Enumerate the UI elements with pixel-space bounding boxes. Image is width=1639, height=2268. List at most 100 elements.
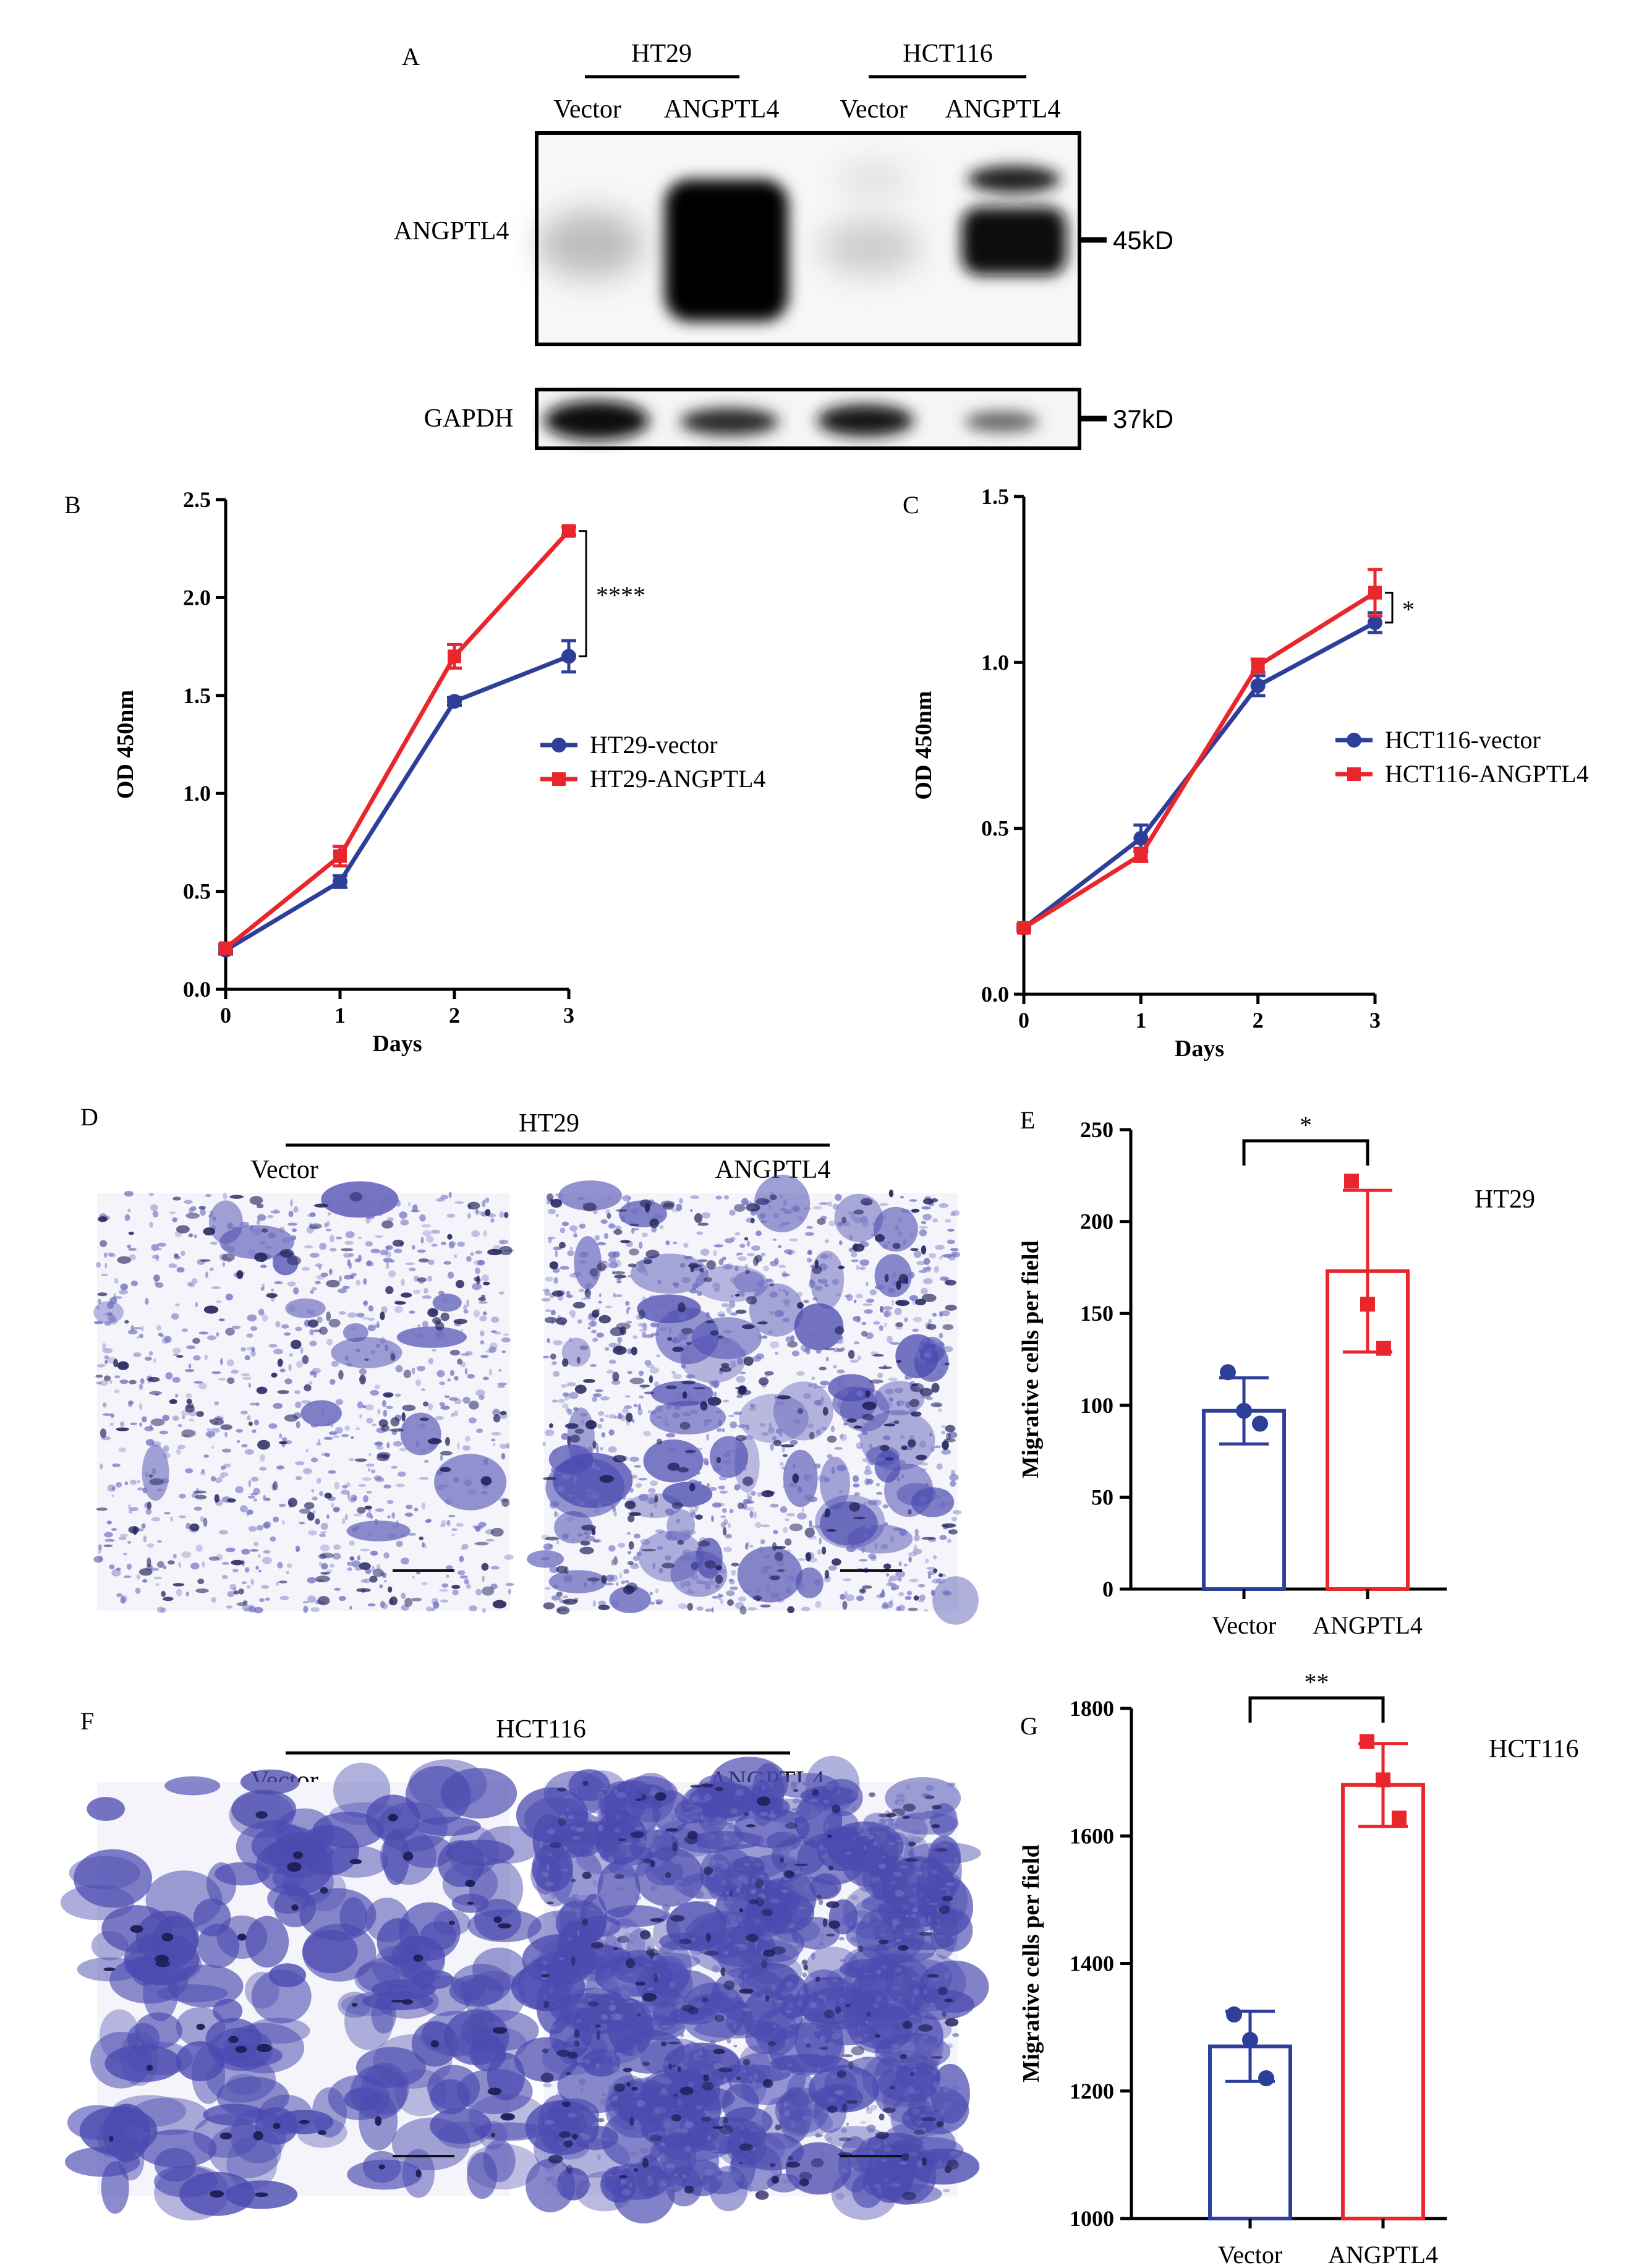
x-axis-label: Days xyxy=(1175,1036,1224,1062)
y-tick-label: 200 xyxy=(1080,1209,1113,1234)
legend-swatch-marker xyxy=(1347,767,1361,781)
data-point xyxy=(1236,1402,1252,1419)
data-point xyxy=(1368,586,1382,600)
band-angptl4-hct116-angptl4 xyxy=(961,207,1066,275)
y-tick-label: 0 xyxy=(1102,1577,1113,1601)
band-gapdh-1 xyxy=(544,401,649,440)
data-point xyxy=(219,941,232,955)
significance-marker: **** xyxy=(596,581,645,609)
data-point xyxy=(1251,659,1265,673)
micrograph-hct116-angptl4 xyxy=(511,1755,989,2223)
panel-label-g: G xyxy=(1020,1712,1038,1740)
data-point xyxy=(1134,848,1148,862)
y-axis-label: OD 450nm xyxy=(911,691,937,799)
band-angptl4-ht29-angptl4 xyxy=(665,179,788,322)
micrograph-hct116-vector xyxy=(60,1759,547,2221)
legend-label: HCT116-ANGPTL4 xyxy=(1385,760,1589,788)
micrograph-ht29-angptl4 xyxy=(527,1174,979,1625)
chart-title: HCT116 xyxy=(1489,1735,1578,1763)
data-point xyxy=(1242,2032,1258,2048)
data-point xyxy=(1376,1772,1390,1788)
x-tick-label: ANGPTL4 xyxy=(1313,1611,1423,1639)
x-tick-label: Vector xyxy=(1218,2241,1282,2268)
panel-label-f: F xyxy=(80,1707,94,1735)
significance-bracket xyxy=(1242,1139,1369,1166)
micrograph-title-hct116: HCT116 xyxy=(496,1715,585,1744)
y-tick-label: 1000 xyxy=(1070,2206,1114,2231)
data-point xyxy=(1133,830,1149,846)
x-tick-label: 0 xyxy=(220,1003,231,1028)
y-tick-label: 150 xyxy=(1080,1301,1113,1326)
band-gapdh-2 xyxy=(680,408,779,435)
y-tick-label: 250 xyxy=(1080,1117,1113,1142)
data-point xyxy=(333,849,347,863)
series-line xyxy=(1022,620,1376,930)
legend-swatch-marker xyxy=(552,772,566,786)
x-tick-label: Vector xyxy=(1212,1611,1276,1639)
significance-marker: * xyxy=(1300,1111,1312,1139)
y-axis-label: OD 450nm xyxy=(113,690,138,799)
series-line xyxy=(224,654,570,952)
series-line xyxy=(1023,590,1376,930)
significance-marker: ** xyxy=(1305,1668,1329,1696)
y-tick-label: 2.5 xyxy=(183,487,211,512)
blot-group-hct116: HCT116 xyxy=(903,40,992,68)
blot-lane-label: Vector xyxy=(840,95,908,124)
marker-37kd: 37kD xyxy=(1113,404,1173,433)
stain-texture xyxy=(511,1755,989,2223)
legend-label: HT29-vector xyxy=(590,731,718,759)
stain-texture xyxy=(527,1174,979,1625)
y-tick-label: 0.0 xyxy=(183,977,211,1002)
micrograph-ht29-vector xyxy=(93,1181,514,1614)
blot-lane-label: ANGPTL4 xyxy=(664,95,780,124)
y-tick-label: 1.5 xyxy=(981,484,1009,509)
y-tick-label: 1.0 xyxy=(183,781,211,806)
data-point xyxy=(1226,2006,1242,2023)
significance-bracket xyxy=(1248,1696,1385,1723)
x-tick-label: 1 xyxy=(334,1003,346,1028)
y-tick-label: 1.0 xyxy=(981,650,1009,675)
micrograph-title-ht29: HT29 xyxy=(519,1109,579,1138)
y-tick-label: 0.5 xyxy=(183,879,211,904)
y-axis-label: Migrative cells per field xyxy=(1018,1844,1044,2082)
data-point xyxy=(1220,1364,1236,1381)
y-tick-label: 1600 xyxy=(1070,1823,1114,1848)
data-point xyxy=(1252,1415,1268,1432)
blot-group-ht29: HT29 xyxy=(631,40,692,68)
data-point xyxy=(1368,615,1382,630)
stain-texture xyxy=(93,1181,514,1614)
data-point xyxy=(561,649,576,664)
bar xyxy=(1341,1783,1425,2220)
chart-b: 0.0 0.5 1.0 1.5 2.0 2.5 0 1 2 3 Days OD 450nm HT29-v… xyxy=(113,487,765,1057)
stain-texture xyxy=(60,1759,547,2221)
data-point xyxy=(1376,1341,1391,1356)
x-tick-label: 2 xyxy=(1253,1008,1264,1033)
chart-g: 1000 1200 1400 1600 1800 Migrative cells per … xyxy=(1018,1668,1578,2268)
data-point xyxy=(448,649,461,663)
micrograph-label-vector: Vector xyxy=(250,1156,318,1184)
significance-bracket xyxy=(1385,592,1394,624)
data-point xyxy=(1258,2070,1274,2087)
y-tick-label: 0.0 xyxy=(981,982,1009,1007)
chart-e: 0 50 100 150 200 250 Migrative cells per field… xyxy=(1018,1111,1535,1639)
x-tick-label: ANGPTL4 xyxy=(1328,2241,1438,2268)
band-gapdh-3 xyxy=(817,404,914,437)
blot-lane-label: Vector xyxy=(553,95,621,124)
legend-swatch-marker xyxy=(1347,733,1361,748)
y-axis-label: Migrative cells per field xyxy=(1018,1240,1044,1478)
panel-label-e: E xyxy=(1020,1106,1035,1134)
data-point xyxy=(447,694,462,709)
marker-45kd: 45kD xyxy=(1113,226,1173,255)
data-point xyxy=(1360,1734,1374,1749)
y-tick-label: 50 xyxy=(1091,1485,1113,1509)
y-tick-label: 100 xyxy=(1080,1393,1113,1418)
panel-label-b: B xyxy=(64,491,81,519)
blot-lane-label: ANGPTL4 xyxy=(945,95,1061,124)
band-gapdh-4 xyxy=(964,411,1039,432)
y-tick-label: 2.0 xyxy=(183,585,211,610)
data-point xyxy=(1360,1297,1375,1312)
x-axis-label: Days xyxy=(372,1031,422,1057)
legend-swatch-marker xyxy=(551,738,566,752)
y-tick-label: 1200 xyxy=(1070,2079,1114,2104)
